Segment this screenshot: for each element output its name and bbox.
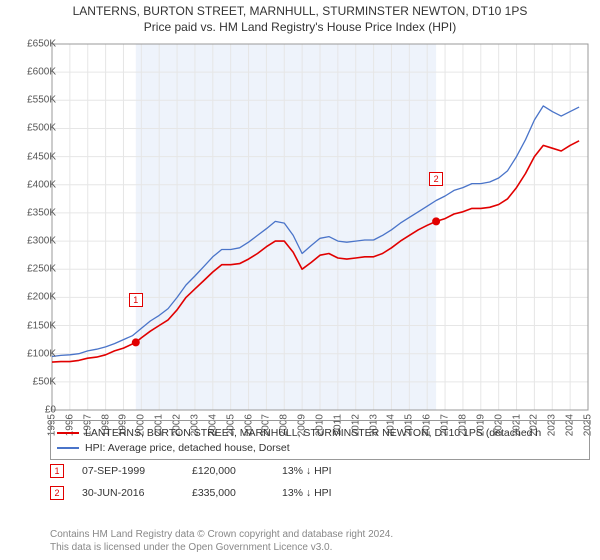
title-block: LANTERNS, BURTON STREET, MARNHULL, STURM… [0, 0, 600, 34]
y-tick-label: £250K [8, 264, 56, 275]
y-tick-label: £500K [8, 123, 56, 134]
y-tick-label: £650K [8, 39, 56, 50]
legend-label: LANTERNS, BURTON STREET, MARNHULL, STURM… [85, 427, 541, 439]
footer-line: Contains HM Land Registry data © Crown c… [50, 528, 590, 541]
y-tick-label: £150K [8, 320, 56, 331]
legend: LANTERNS, BURTON STREET, MARNHULL, STURM… [50, 420, 590, 460]
y-tick-label: £600K [8, 67, 56, 78]
sale-pct: 13% ↓ HPI [282, 487, 372, 499]
sale-marker-icon: 2 [50, 486, 64, 500]
y-tick-label: £550K [8, 95, 56, 106]
y-tick-label: £50K [8, 376, 56, 387]
legend-label: HPI: Average price, detached house, Dors… [85, 442, 290, 454]
y-tick-label: £300K [8, 236, 56, 247]
chart-plot [50, 42, 590, 412]
sales-table: 1 07-SEP-1999 £120,000 13% ↓ HPI 2 30-JU… [50, 460, 590, 504]
legend-row: LANTERNS, BURTON STREET, MARNHULL, STURM… [57, 425, 583, 440]
sale-row: 1 07-SEP-1999 £120,000 13% ↓ HPI [50, 460, 590, 482]
chart-marker-box: 1 [129, 293, 143, 307]
sale-row: 2 30-JUN-2016 £335,000 13% ↓ HPI [50, 482, 590, 504]
y-tick-label: £400K [8, 179, 56, 190]
legend-row: HPI: Average price, detached house, Dors… [57, 440, 583, 455]
y-tick-label: £200K [8, 292, 56, 303]
legend-swatch [57, 447, 79, 449]
sale-price: £335,000 [192, 487, 282, 499]
chart-marker-box: 2 [429, 172, 443, 186]
footer-line: This data is licensed under the Open Gov… [50, 541, 590, 554]
sale-date: 07-SEP-1999 [82, 465, 192, 477]
y-tick-label: £450K [8, 151, 56, 162]
title-sub: Price paid vs. HM Land Registry's House … [0, 20, 600, 34]
title-main: LANTERNS, BURTON STREET, MARNHULL, STURM… [0, 4, 600, 18]
legend-swatch [57, 432, 79, 434]
sale-price: £120,000 [192, 465, 282, 477]
sale-marker-icon: 1 [50, 464, 64, 478]
footer: Contains HM Land Registry data © Crown c… [50, 528, 590, 554]
sale-pct: 13% ↓ HPI [282, 465, 372, 477]
y-tick-label: £350K [8, 207, 56, 218]
y-tick-label: £100K [8, 348, 56, 359]
sale-date: 30-JUN-2016 [82, 487, 192, 499]
chart-container: LANTERNS, BURTON STREET, MARNHULL, STURM… [0, 0, 600, 560]
